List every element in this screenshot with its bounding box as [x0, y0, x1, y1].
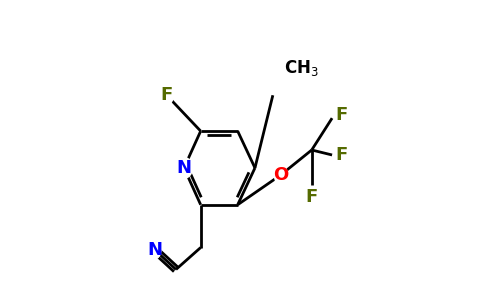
Ellipse shape [160, 86, 173, 105]
Text: CH$_3$: CH$_3$ [284, 58, 319, 78]
Text: N: N [177, 159, 192, 177]
Text: F: F [161, 86, 173, 104]
Text: O: O [273, 166, 288, 184]
Text: N: N [147, 241, 162, 259]
Text: F: F [305, 188, 318, 206]
Ellipse shape [148, 240, 161, 259]
Text: F: F [336, 146, 348, 164]
Ellipse shape [274, 165, 287, 184]
Text: F: F [336, 106, 348, 124]
Ellipse shape [268, 58, 301, 79]
Ellipse shape [176, 158, 192, 178]
